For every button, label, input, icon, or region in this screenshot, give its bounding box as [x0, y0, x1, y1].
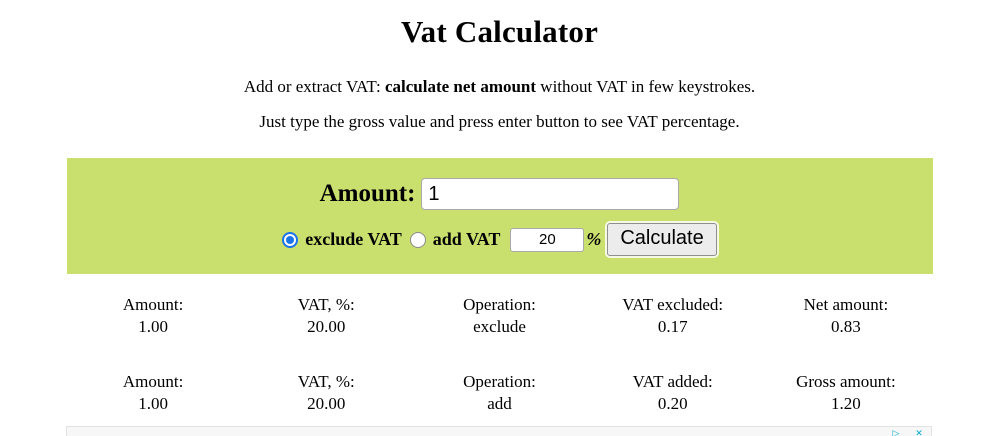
result-value: 1.00: [138, 393, 168, 413]
intro-line-1-bold: calculate net amount: [384, 77, 537, 96]
ad-banner-strip: ▷ ✕: [66, 426, 932, 436]
add-vat-radio[interactable]: [409, 231, 426, 248]
result-label: Amount:: [122, 372, 184, 392]
intro-line-2: Just type the gross value and press ente…: [259, 112, 740, 131]
result-cell: Operation: add: [413, 371, 586, 414]
percent-sign: %: [586, 229, 602, 249]
result-value: 0.17: [657, 316, 688, 336]
result-label: VAT, %:: [297, 372, 355, 392]
result-value: 20.00: [307, 316, 346, 336]
add-vat-label[interactable]: add VAT: [432, 229, 501, 249]
result-label: Operation:: [463, 295, 536, 314]
result-cell: Amount: 1.00: [67, 294, 240, 337]
result-value: 1.20: [831, 393, 861, 413]
result-row-exclude: Amount: 1.00 VAT, %: 20.00 Operation: ex…: [67, 294, 933, 337]
result-value: 0.20: [657, 393, 688, 413]
result-label: Gross amount:: [796, 372, 896, 392]
amount-input[interactable]: [421, 178, 680, 210]
result-label: Amount:: [122, 295, 184, 314]
result-cell: Operation: exclude: [413, 294, 586, 337]
controls-row: exclude VAT add VAT % Calculate: [67, 223, 933, 256]
exclude-vat-label[interactable]: exclude VAT: [305, 229, 402, 249]
result-cell: VAT added: 0.20: [586, 371, 759, 414]
results-table: Amount: 1.00 VAT, %: 20.00 Operation: ex…: [67, 294, 933, 414]
exclude-vat-radio[interactable]: [282, 231, 299, 248]
result-cell: Net amount: 0.83: [759, 294, 932, 337]
result-label: VAT added:: [632, 372, 713, 392]
intro-line-1-suffix: without VAT in few keystrokes.: [536, 77, 756, 96]
result-label: VAT, %:: [297, 295, 355, 314]
amount-label: Amount:: [319, 180, 416, 207]
result-cell: Amount: 1.00: [67, 371, 240, 414]
result-value: 0.83: [831, 316, 861, 336]
result-label: Net amount:: [803, 295, 889, 314]
ad-close-icon[interactable]: ✕: [915, 429, 923, 436]
page-title: Vat Calculator: [400, 14, 599, 49]
result-value: exclude: [473, 316, 526, 336]
adchoices-icon[interactable]: ▷: [892, 429, 900, 436]
amount-row: Amount:: [67, 178, 933, 210]
result-value: add: [487, 393, 512, 413]
result-value: 1.00: [138, 316, 168, 336]
result-cell: VAT, %: 20.00: [240, 294, 413, 337]
result-cell: VAT excluded: 0.17: [586, 294, 759, 337]
result-label: Operation:: [463, 372, 536, 392]
result-row-add: Amount: 1.00 VAT, %: 20.00 Operation: ad…: [67, 371, 933, 414]
intro-line-1-prefix: Add or extract VAT:: [243, 77, 385, 96]
vat-rate-input[interactable]: [510, 227, 585, 252]
calculate-button[interactable]: Calculate: [607, 223, 717, 256]
result-value: 20.00: [307, 393, 346, 413]
result-cell: VAT, %: 20.00: [240, 371, 413, 414]
calculator-panel: Amount: exclude VAT add VAT % Calculate: [66, 158, 933, 274]
intro-line-1: Add or extract VAT: calculate net amount…: [0, 77, 999, 97]
result-label: VAT excluded:: [622, 295, 724, 314]
result-cell: Gross amount: 1.20: [759, 371, 932, 414]
